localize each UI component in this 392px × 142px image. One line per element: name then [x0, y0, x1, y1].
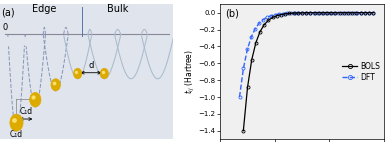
DFT: [296, 12, 301, 14]
BOLS: [296, 12, 300, 14]
DFT: [320, 12, 325, 13]
BOLS: [354, 12, 359, 13]
BOLS: [371, 12, 376, 13]
Circle shape: [74, 68, 82, 79]
BOLS: [241, 130, 246, 132]
DFT: [257, 22, 261, 24]
DFT: [363, 12, 368, 13]
BOLS: [270, 17, 275, 18]
DFT: [276, 13, 281, 15]
Circle shape: [10, 114, 23, 131]
Text: C₁d: C₁d: [10, 130, 23, 139]
DFT: [265, 16, 269, 18]
DFT: [336, 12, 340, 13]
Line: DFT: DFT: [238, 11, 375, 99]
DFT: [245, 49, 250, 50]
BOLS: [350, 12, 355, 13]
Y-axis label: $t_{ij}$ (Hartree): $t_{ij}$ (Hartree): [184, 49, 197, 94]
BOLS: [312, 12, 317, 14]
Circle shape: [51, 79, 60, 91]
BOLS: [333, 12, 338, 13]
DFT: [253, 28, 258, 30]
BOLS: [316, 12, 321, 14]
BOLS: [287, 13, 292, 14]
DFT: [280, 13, 285, 14]
BOLS: [367, 12, 371, 13]
Text: (a): (a): [1, 7, 15, 17]
DFT: [332, 12, 336, 13]
DFT: [339, 12, 344, 13]
BOLS: [363, 12, 367, 13]
BOLS: [329, 12, 334, 13]
BOLS: [338, 12, 342, 13]
BOLS: [249, 59, 254, 61]
BOLS: [291, 12, 296, 14]
DFT: [269, 15, 273, 17]
Text: 0: 0: [2, 23, 7, 32]
DFT: [328, 12, 332, 13]
BOLS: [299, 12, 304, 14]
DFT: [261, 19, 265, 20]
BOLS: [308, 12, 313, 14]
DFT: [367, 12, 372, 13]
BOLS: [358, 12, 363, 13]
DFT: [237, 96, 242, 98]
Text: Edge: Edge: [32, 4, 56, 14]
BOLS: [325, 12, 329, 13]
DFT: [343, 12, 348, 13]
Line: BOLS: BOLS: [242, 11, 375, 132]
DFT: [347, 12, 352, 13]
DFT: [304, 12, 309, 14]
DFT: [300, 12, 305, 14]
BOLS: [258, 31, 263, 32]
DFT: [292, 12, 297, 14]
DFT: [359, 12, 364, 13]
BOLS: [266, 19, 271, 21]
Circle shape: [100, 68, 109, 79]
BOLS: [304, 12, 309, 14]
BOLS: [283, 13, 288, 15]
BOLS: [346, 12, 350, 13]
DFT: [241, 67, 246, 69]
Text: (b): (b): [225, 8, 239, 18]
DFT: [355, 12, 360, 13]
Text: C₁d: C₁d: [19, 107, 33, 116]
DFT: [272, 14, 277, 15]
Text: Bulk: Bulk: [107, 4, 128, 14]
BOLS: [262, 24, 267, 25]
DFT: [324, 12, 328, 13]
Text: d: d: [88, 61, 94, 70]
DFT: [284, 12, 289, 14]
DFT: [316, 12, 321, 14]
DFT: [308, 12, 313, 14]
BOLS: [279, 14, 283, 15]
Circle shape: [5, 37, 12, 46]
BOLS: [254, 42, 258, 43]
Legend: BOLS, DFT: BOLS, DFT: [342, 62, 380, 82]
BOLS: [274, 15, 279, 17]
BOLS: [341, 12, 346, 13]
BOLS: [321, 12, 325, 14]
DFT: [371, 12, 376, 13]
BOLS: [245, 86, 250, 88]
Circle shape: [30, 92, 41, 107]
Circle shape: [23, 37, 30, 46]
DFT: [288, 12, 293, 14]
DFT: [312, 12, 317, 14]
DFT: [249, 36, 254, 38]
DFT: [351, 12, 356, 13]
